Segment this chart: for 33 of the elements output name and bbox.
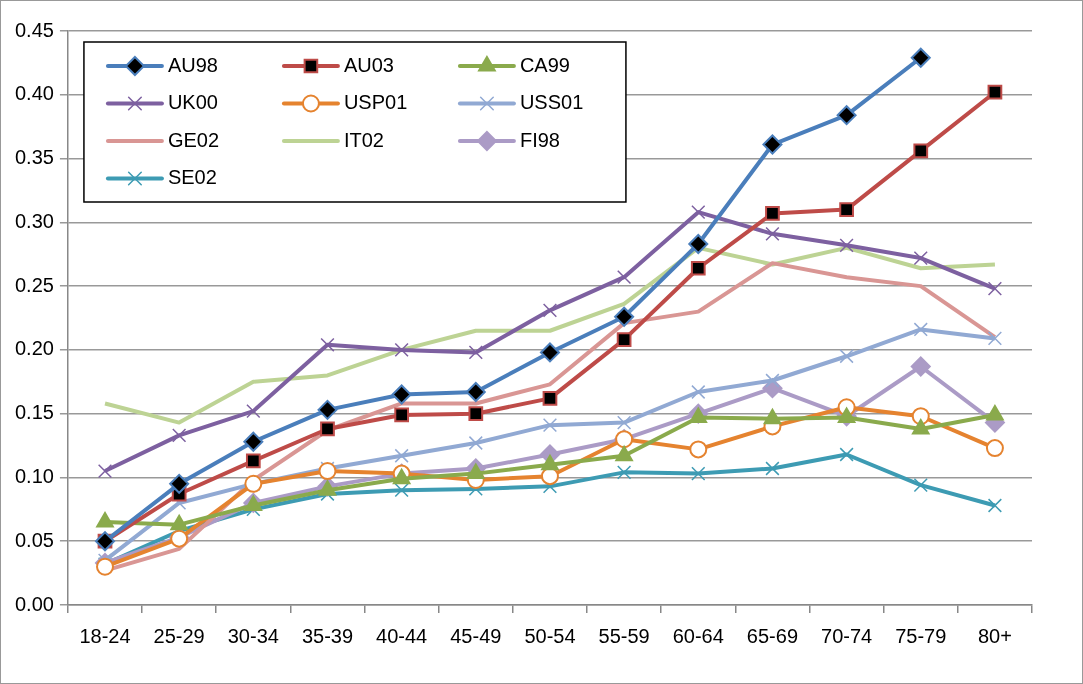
- legend-label: USS01: [519, 91, 584, 114]
- y-tick-label: 0.15: [14, 401, 54, 424]
- x-tick-label: 55-59: [598, 624, 650, 647]
- x-tick-label: 30-34: [227, 624, 279, 647]
- legend-label: CA99: [519, 53, 570, 76]
- y-tick-label: 0.40: [14, 82, 54, 105]
- legend-label: IT02: [343, 128, 384, 151]
- y-tick-label: 0.00: [14, 592, 54, 615]
- x-tick-label: 50-54: [524, 624, 576, 647]
- y-tick-label: 0.30: [14, 209, 54, 232]
- legend-label: USP01: [343, 91, 408, 114]
- legend-label: AU98: [167, 53, 218, 76]
- x-tick-label: 65-69: [746, 624, 799, 647]
- x-tick-label: 60-64: [672, 624, 724, 647]
- y-tick-label: 0.20: [14, 337, 54, 360]
- y-tick-label: 0.45: [14, 18, 54, 41]
- legend-label: AU03: [343, 53, 394, 76]
- legend-label: FI98: [519, 128, 560, 151]
- y-tick-label: 0.25: [14, 273, 54, 296]
- y-tick-label: 0.35: [14, 146, 54, 169]
- x-tick-label: 40-44: [376, 624, 428, 647]
- x-tick-label: 18-24: [79, 624, 131, 647]
- x-tick-label: 75-79: [895, 624, 947, 647]
- legend-label: SE02: [167, 166, 217, 189]
- x-tick-label: 25-29: [153, 624, 205, 647]
- y-tick-label: 0.10: [14, 464, 54, 487]
- legend-label: GE02: [167, 128, 220, 151]
- x-tick-label: 35-39: [301, 624, 354, 647]
- x-tick-label: 45-49: [450, 624, 502, 647]
- y-tick-label: 0.05: [14, 528, 54, 551]
- legend-label: UK00: [167, 91, 218, 114]
- x-tick-label: 70-74: [821, 624, 873, 647]
- x-tick-label: 80+: [977, 624, 1012, 647]
